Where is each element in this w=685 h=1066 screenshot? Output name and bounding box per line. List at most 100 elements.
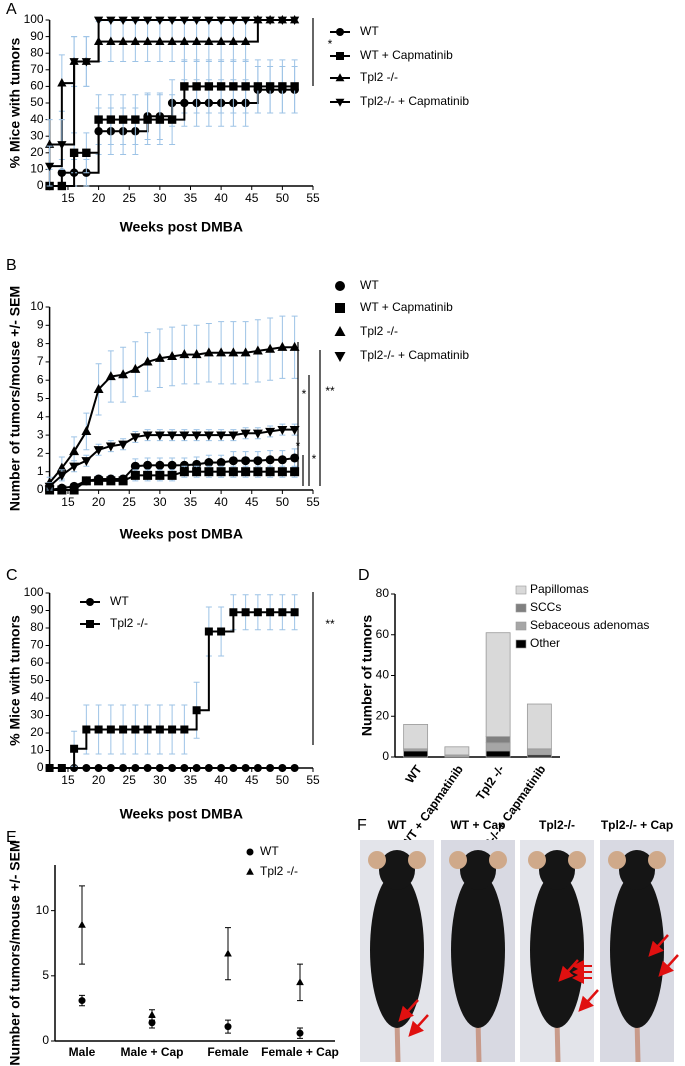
marker xyxy=(167,460,177,470)
marker xyxy=(142,356,153,366)
marker xyxy=(143,725,152,734)
y-tick-label: 6 xyxy=(37,372,44,386)
legend-swatch xyxy=(515,639,527,649)
marker xyxy=(130,36,140,45)
x-tick-label: 30 xyxy=(153,495,167,509)
significance-label: * xyxy=(312,452,317,466)
marker xyxy=(192,467,202,477)
marker xyxy=(167,36,177,45)
marker xyxy=(57,168,67,177)
x-tick-label: 55 xyxy=(306,191,320,205)
marker xyxy=(228,347,239,357)
marker xyxy=(142,36,153,45)
marker xyxy=(70,744,79,753)
marker xyxy=(265,16,275,26)
y-tick-label: 20 xyxy=(30,145,44,159)
marker xyxy=(192,82,201,91)
marker xyxy=(148,1019,156,1027)
marker xyxy=(229,608,238,617)
panel-letter: F xyxy=(357,817,367,834)
x-tick-label: 55 xyxy=(306,773,320,787)
x-tick-label: 50 xyxy=(276,191,290,205)
mouse-ear xyxy=(408,851,426,869)
marker xyxy=(130,16,140,26)
marker xyxy=(119,725,128,734)
x-tick-label: 15 xyxy=(61,495,75,509)
legend-marker xyxy=(246,848,254,856)
marker xyxy=(289,341,300,351)
y-tick-label: 60 xyxy=(30,79,44,93)
x-axis-label: Weeks post DMBA xyxy=(120,219,243,235)
marker xyxy=(290,764,299,772)
y-axis-label: % Mice with tumors xyxy=(7,37,23,168)
marker xyxy=(204,82,214,91)
marker xyxy=(168,725,177,734)
marker xyxy=(130,433,141,443)
marker xyxy=(204,627,213,636)
y-tick-label: 50 xyxy=(30,95,44,109)
photo-label: WT xyxy=(388,818,407,832)
marker xyxy=(179,431,190,441)
marker xyxy=(253,456,263,466)
marker xyxy=(277,341,288,351)
y-tick-label: 10 xyxy=(30,299,44,313)
mouse-body xyxy=(451,872,505,1028)
panel-letter: C xyxy=(6,567,18,584)
marker xyxy=(94,476,104,486)
marker xyxy=(143,460,153,470)
bar-segment xyxy=(526,703,552,750)
legend-label: WT + Capmatinib xyxy=(360,48,453,62)
marker xyxy=(224,949,232,957)
legend-marker xyxy=(335,281,345,291)
x-tick-label: 40 xyxy=(214,773,228,787)
bar-segment xyxy=(403,750,429,758)
marker xyxy=(192,764,201,772)
photo-label: Tpl2-/- xyxy=(539,818,575,832)
mouse-body xyxy=(530,872,584,1028)
x-tick-label: 50 xyxy=(276,495,290,509)
x-tick-label: 45 xyxy=(245,495,259,509)
marker xyxy=(253,608,262,617)
x-tick-label: 30 xyxy=(153,773,167,787)
y-tick-label: 80 xyxy=(376,586,390,600)
marker xyxy=(290,16,300,26)
marker xyxy=(204,36,214,45)
y-tick-label: 90 xyxy=(30,29,44,43)
marker xyxy=(118,115,128,124)
x-tick-label: 25 xyxy=(123,773,137,787)
marker xyxy=(69,148,79,157)
marker xyxy=(167,351,178,361)
series-line xyxy=(196,631,210,712)
mouse-ear xyxy=(608,851,626,869)
marker xyxy=(253,764,262,772)
legend-label: Sebaceous adenomas xyxy=(530,618,649,632)
marker xyxy=(94,115,103,124)
significance-label: * xyxy=(302,387,307,401)
marker xyxy=(180,764,189,772)
marker xyxy=(81,476,91,486)
legend-label: SCCs xyxy=(530,600,561,614)
y-tick-label: 5 xyxy=(37,391,44,405)
mouse-ear xyxy=(528,851,546,869)
marker xyxy=(192,706,201,715)
marker xyxy=(277,426,288,436)
marker xyxy=(81,58,91,67)
marker xyxy=(228,36,238,45)
y-tick-label: 50 xyxy=(30,673,44,687)
marker xyxy=(69,446,80,456)
y-tick-label: 70 xyxy=(30,62,44,76)
marker xyxy=(131,764,140,772)
marker xyxy=(179,36,189,45)
marker xyxy=(204,16,214,26)
marker xyxy=(180,82,189,91)
marker xyxy=(155,460,165,470)
marker xyxy=(69,58,79,67)
legend-swatch xyxy=(515,621,527,631)
marker xyxy=(216,82,226,91)
marker xyxy=(167,16,177,26)
marker xyxy=(118,440,129,450)
marker xyxy=(229,82,238,91)
x-tick-label: 55 xyxy=(306,495,320,509)
marker xyxy=(148,1010,156,1018)
